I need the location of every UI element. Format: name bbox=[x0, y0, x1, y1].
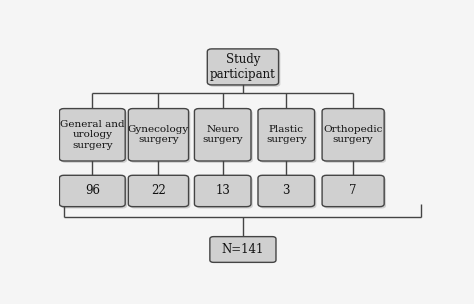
FancyBboxPatch shape bbox=[322, 109, 384, 161]
FancyBboxPatch shape bbox=[324, 110, 386, 163]
FancyBboxPatch shape bbox=[209, 51, 281, 87]
Text: N=141: N=141 bbox=[222, 243, 264, 256]
FancyBboxPatch shape bbox=[130, 110, 191, 163]
FancyBboxPatch shape bbox=[130, 177, 191, 209]
Text: Neuro
surgery: Neuro surgery bbox=[202, 125, 243, 144]
Text: Gynecology
surgery: Gynecology surgery bbox=[128, 125, 189, 144]
FancyBboxPatch shape bbox=[207, 49, 279, 85]
Text: 13: 13 bbox=[215, 185, 230, 198]
FancyBboxPatch shape bbox=[210, 237, 276, 262]
FancyBboxPatch shape bbox=[194, 109, 251, 161]
Text: 22: 22 bbox=[151, 185, 166, 198]
FancyBboxPatch shape bbox=[128, 109, 189, 161]
FancyBboxPatch shape bbox=[61, 177, 127, 209]
Text: 3: 3 bbox=[283, 185, 290, 198]
FancyBboxPatch shape bbox=[196, 110, 253, 163]
FancyBboxPatch shape bbox=[59, 109, 125, 161]
FancyBboxPatch shape bbox=[128, 175, 189, 207]
FancyBboxPatch shape bbox=[61, 110, 127, 163]
Text: Orthopedic
surgery: Orthopedic surgery bbox=[323, 125, 383, 144]
FancyBboxPatch shape bbox=[196, 177, 253, 209]
FancyBboxPatch shape bbox=[260, 110, 316, 163]
FancyBboxPatch shape bbox=[324, 177, 386, 209]
FancyBboxPatch shape bbox=[322, 175, 384, 207]
FancyBboxPatch shape bbox=[258, 109, 315, 161]
Text: Study
participant: Study participant bbox=[210, 53, 276, 81]
Text: 7: 7 bbox=[349, 185, 357, 198]
FancyBboxPatch shape bbox=[194, 175, 251, 207]
FancyBboxPatch shape bbox=[59, 175, 125, 207]
FancyBboxPatch shape bbox=[260, 177, 316, 209]
Text: 96: 96 bbox=[85, 185, 100, 198]
Text: General and
urology
surgery: General and urology surgery bbox=[60, 120, 125, 150]
Text: Plastic
surgery: Plastic surgery bbox=[266, 125, 307, 144]
FancyBboxPatch shape bbox=[258, 175, 315, 207]
